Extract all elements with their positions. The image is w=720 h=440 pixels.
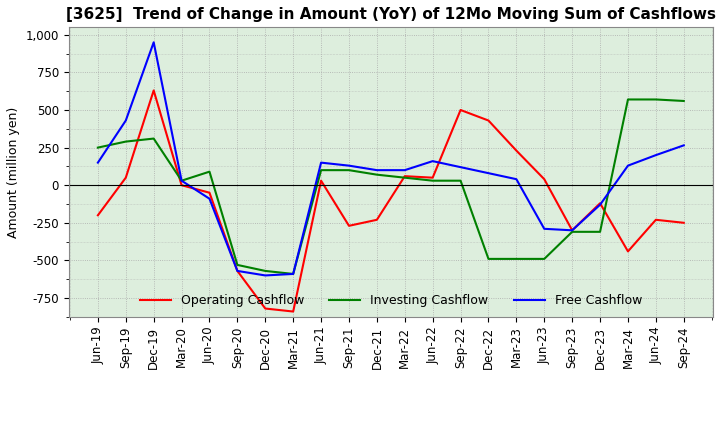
Free Cashflow [345,163,354,168]
Operating Cashflow [595,201,604,206]
Investing Cashflow [372,172,381,177]
Operating Cashflow [177,183,186,188]
Operating Cashflow [122,175,130,180]
Free Cashflow [372,168,381,173]
Operating Cashflow [94,213,102,218]
Line: Investing Cashflow: Investing Cashflow [98,99,684,274]
Investing Cashflow [540,256,549,261]
Title: [3625]  Trend of Change in Amount (YoY) of 12Mo Moving Sum of Cashflows: [3625] Trend of Change in Amount (YoY) o… [66,7,716,22]
Free Cashflow [317,160,325,165]
Free Cashflow [177,178,186,183]
Investing Cashflow [428,178,437,183]
Operating Cashflow [345,223,354,228]
Investing Cashflow [400,175,409,180]
Operating Cashflow [568,227,577,233]
Operating Cashflow [512,148,521,153]
Investing Cashflow [149,136,158,141]
Investing Cashflow [568,229,577,235]
Free Cashflow [512,176,521,182]
Operating Cashflow [372,217,381,223]
Investing Cashflow [122,139,130,144]
Operating Cashflow [289,309,297,314]
Free Cashflow [428,158,437,164]
Free Cashflow [233,268,242,274]
Operating Cashflow [484,118,492,123]
Investing Cashflow [680,98,688,103]
Investing Cashflow [652,97,660,102]
Investing Cashflow [512,256,521,261]
Free Cashflow [652,153,660,158]
Investing Cashflow [205,169,214,174]
Operating Cashflow [680,220,688,225]
Investing Cashflow [289,271,297,277]
Investing Cashflow [317,168,325,173]
Operating Cashflow [317,178,325,183]
Operating Cashflow [456,107,465,113]
Free Cashflow [94,160,102,165]
Free Cashflow [205,196,214,202]
Free Cashflow [624,163,632,168]
Free Cashflow [289,271,297,277]
Investing Cashflow [94,145,102,150]
Free Cashflow [540,226,549,231]
Legend: Operating Cashflow, Investing Cashflow, Free Cashflow: Operating Cashflow, Investing Cashflow, … [133,288,649,313]
Line: Operating Cashflow: Operating Cashflow [98,91,684,312]
Investing Cashflow [624,97,632,102]
Free Cashflow [456,165,465,170]
Line: Free Cashflow: Free Cashflow [98,42,684,275]
Free Cashflow [122,118,130,123]
Investing Cashflow [177,178,186,183]
Free Cashflow [261,273,269,278]
Investing Cashflow [456,178,465,183]
Operating Cashflow [428,175,437,180]
Investing Cashflow [261,268,269,274]
Operating Cashflow [540,176,549,182]
Operating Cashflow [261,306,269,311]
Operating Cashflow [652,217,660,223]
Operating Cashflow [624,249,632,254]
Free Cashflow [400,168,409,173]
Operating Cashflow [149,88,158,93]
Operating Cashflow [400,173,409,179]
Free Cashflow [680,143,688,148]
Operating Cashflow [233,268,242,274]
Operating Cashflow [205,190,214,195]
Investing Cashflow [595,229,604,235]
Y-axis label: Amount (million yen): Amount (million yen) [7,106,20,238]
Free Cashflow [595,202,604,207]
Free Cashflow [568,227,577,233]
Investing Cashflow [345,168,354,173]
Investing Cashflow [484,256,492,261]
Free Cashflow [149,40,158,45]
Investing Cashflow [233,262,242,268]
Free Cashflow [484,171,492,176]
